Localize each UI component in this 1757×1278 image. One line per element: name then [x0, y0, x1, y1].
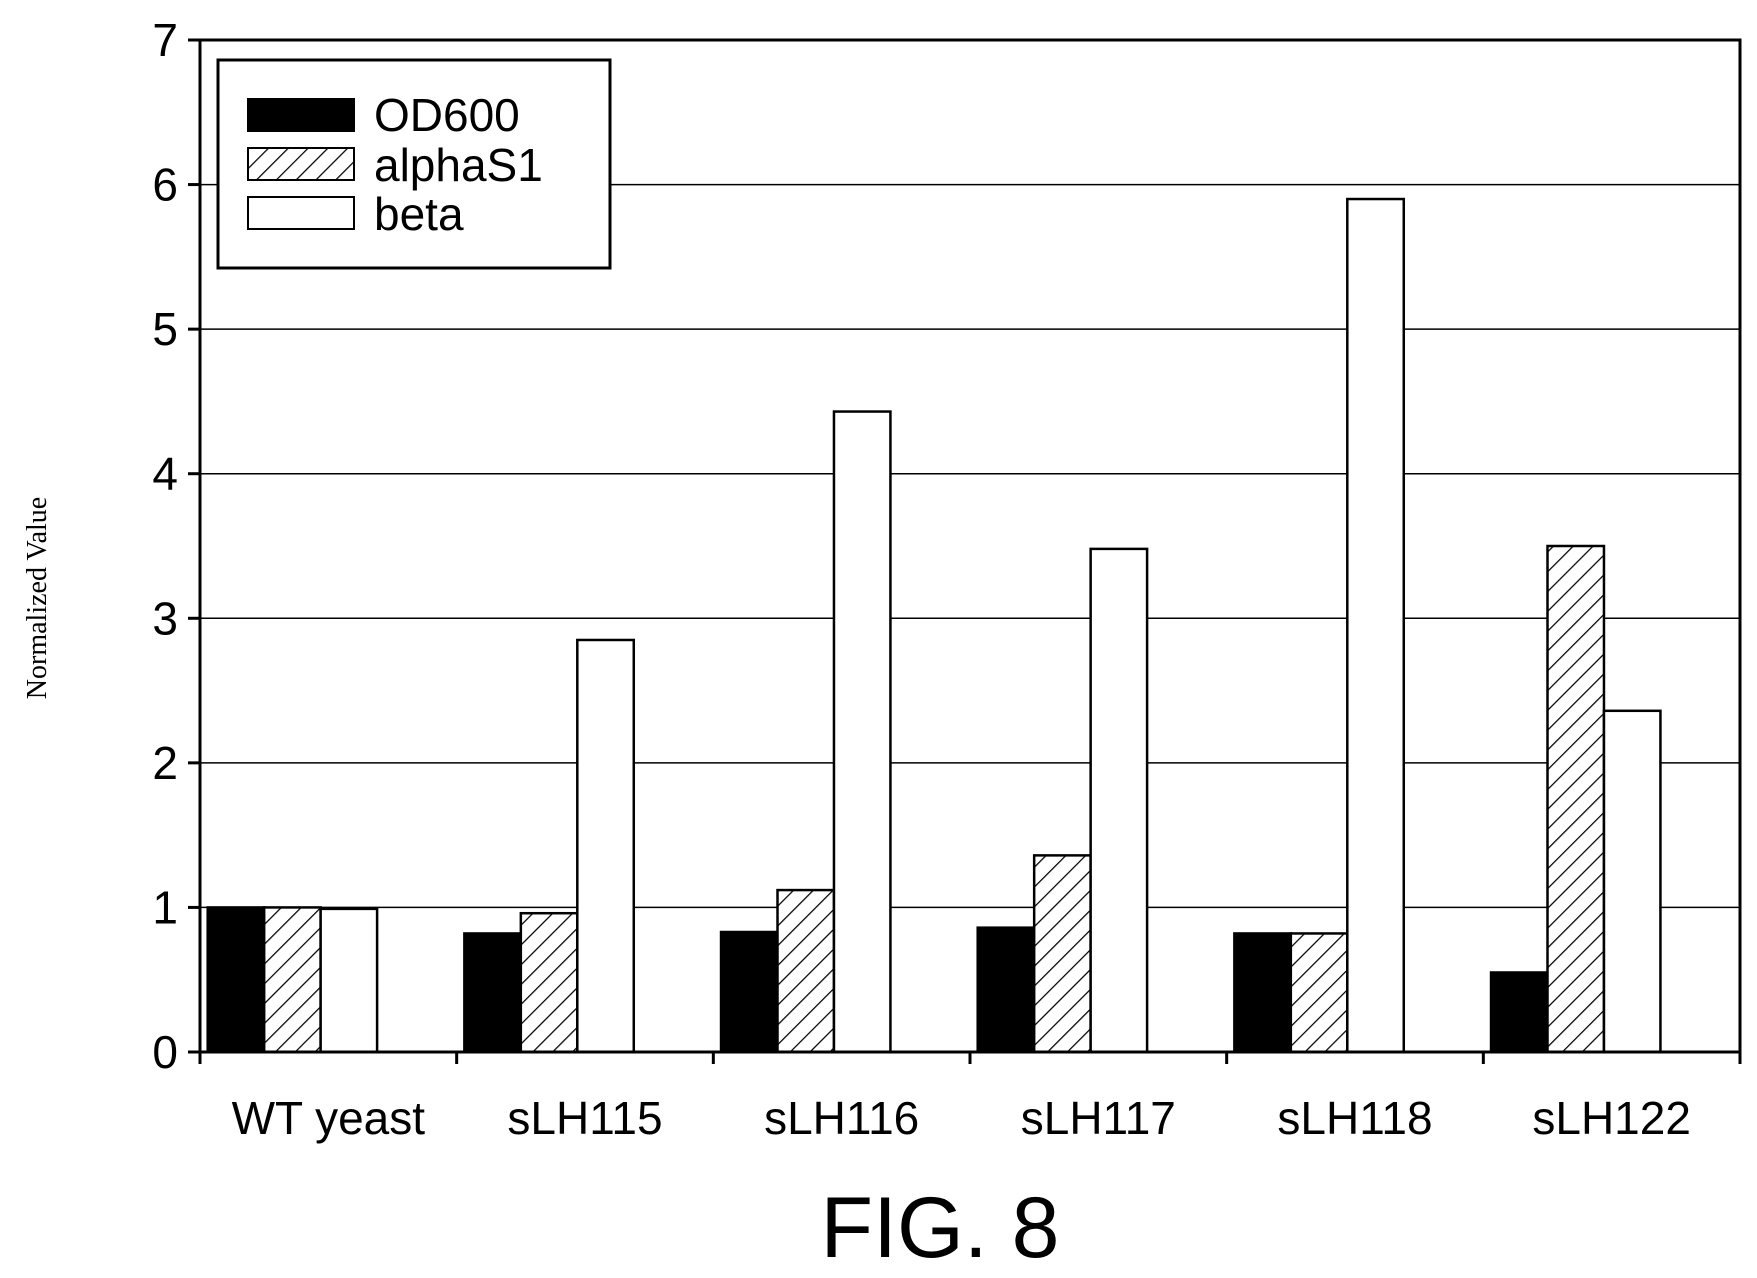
x-tick-label: sLH122: [1532, 1092, 1691, 1144]
y-tick-label: 4: [152, 448, 178, 500]
bar-od600: [1233, 932, 1293, 1054]
bar-beta: [1602, 709, 1662, 1054]
bar-alphas1: [1289, 932, 1349, 1054]
bar-beta: [1346, 197, 1406, 1054]
x-tick-label: sLH116: [764, 1092, 919, 1144]
x-tick-label: sLH117: [1021, 1092, 1176, 1144]
bar-alphas1: [1032, 854, 1092, 1054]
legend-label-alphas1: alphaS1: [374, 139, 543, 191]
legend-swatch-alphas1: [247, 147, 355, 181]
legend-swatch-beta: [247, 196, 355, 230]
figure-caption: FIG. 8: [821, 1180, 1060, 1276]
legend: OD600 alphaS1 beta: [216, 58, 612, 270]
bar-alphas1: [519, 911, 579, 1054]
bar-od600: [206, 906, 266, 1054]
legend-label-beta: beta: [374, 188, 464, 240]
bar-beta: [1089, 547, 1149, 1054]
bar-beta: [832, 410, 892, 1054]
y-tick-label: 6: [152, 159, 178, 211]
x-tick-label: WT yeast: [232, 1092, 426, 1144]
y-tick-label: 5: [152, 303, 178, 355]
legend-swatch-od600: [247, 98, 355, 132]
bar-alphas1: [262, 906, 322, 1054]
x-axis: WT yeast sLH115 sLH116 sLH117 sLH118 sLH122: [198, 1052, 1742, 1144]
legend-label-od600: OD600: [374, 89, 520, 141]
x-tick-label: sLH118: [1277, 1092, 1432, 1144]
gridlines: [200, 183, 1740, 909]
bar-beta: [319, 907, 379, 1054]
bar-od600: [976, 926, 1036, 1054]
y-tick-label: 0: [152, 1026, 178, 1078]
bar-alphas1: [776, 888, 836, 1054]
y-axis: 0 1 2 3 4 5 6 7: [152, 14, 200, 1078]
y-axis-label: Normalized Value: [22, 497, 53, 699]
bar-alphas1: [1546, 544, 1606, 1054]
x-tick-label: sLH115: [507, 1092, 662, 1144]
y-tick-label: 7: [152, 14, 178, 66]
y-tick-label: 2: [152, 737, 178, 789]
bar-od600: [1489, 971, 1549, 1054]
y-tick-label: 3: [152, 592, 178, 644]
bar-od600: [463, 932, 523, 1054]
bar-beta: [576, 638, 636, 1054]
y-tick-label: 1: [152, 881, 178, 933]
bar-od600: [719, 930, 779, 1054]
bars: [206, 197, 1662, 1054]
